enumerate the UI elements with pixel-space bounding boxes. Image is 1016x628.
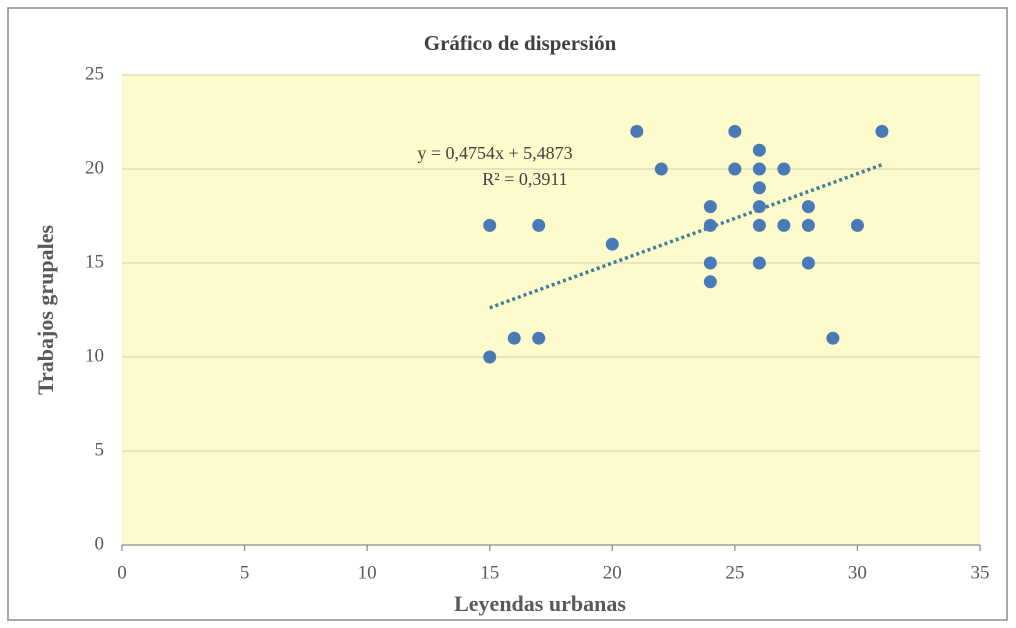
x-axis-title: Leyendas urbanas — [454, 591, 626, 616]
y-tick-label: 25 — [85, 63, 104, 84]
x-tick-label: 20 — [603, 562, 622, 583]
y-tick-label: 10 — [85, 345, 104, 366]
point — [483, 218, 497, 232]
marks — [483, 124, 889, 364]
grid — [121, 74, 981, 551]
point — [630, 124, 644, 138]
point — [777, 162, 791, 176]
point — [728, 124, 742, 138]
point — [801, 218, 815, 232]
x-tick-label: 0 — [117, 562, 127, 583]
point — [703, 256, 717, 270]
y-tick-label: 15 — [85, 251, 104, 272]
y-axis-title: Trabajos grupales — [33, 225, 58, 396]
point — [875, 124, 889, 138]
point — [777, 218, 791, 232]
point — [507, 331, 521, 345]
point — [752, 200, 766, 214]
point — [703, 218, 717, 232]
point — [752, 162, 766, 176]
point — [483, 350, 497, 364]
r-squared: R² = 0,3911 — [482, 169, 567, 189]
point — [703, 200, 717, 214]
x-tick-label: 25 — [725, 562, 744, 583]
point — [728, 162, 742, 176]
point — [752, 218, 766, 232]
point — [532, 331, 546, 345]
point — [801, 200, 815, 214]
point — [850, 218, 864, 232]
point — [801, 256, 815, 270]
point — [532, 218, 546, 232]
trend-equation: y = 0,4754x + 5,4873 — [417, 143, 572, 163]
y-tick-label: 20 — [85, 157, 104, 178]
y-tick-label: 5 — [95, 439, 105, 460]
x-tick-label: 5 — [240, 562, 250, 583]
x-tick-label: 35 — [971, 562, 990, 583]
y-tick-label: 0 — [95, 533, 105, 554]
chart-title: Gráfico de dispersión — [424, 31, 617, 55]
x-tick-label: 10 — [358, 562, 377, 583]
point — [752, 181, 766, 195]
point — [752, 143, 766, 157]
x-tick-label: 15 — [480, 562, 499, 583]
point — [752, 256, 766, 270]
x-tick-label: 30 — [848, 562, 867, 583]
point — [605, 237, 619, 251]
point — [826, 331, 840, 345]
plot-area — [122, 75, 980, 545]
point — [654, 162, 668, 176]
point — [703, 275, 717, 289]
